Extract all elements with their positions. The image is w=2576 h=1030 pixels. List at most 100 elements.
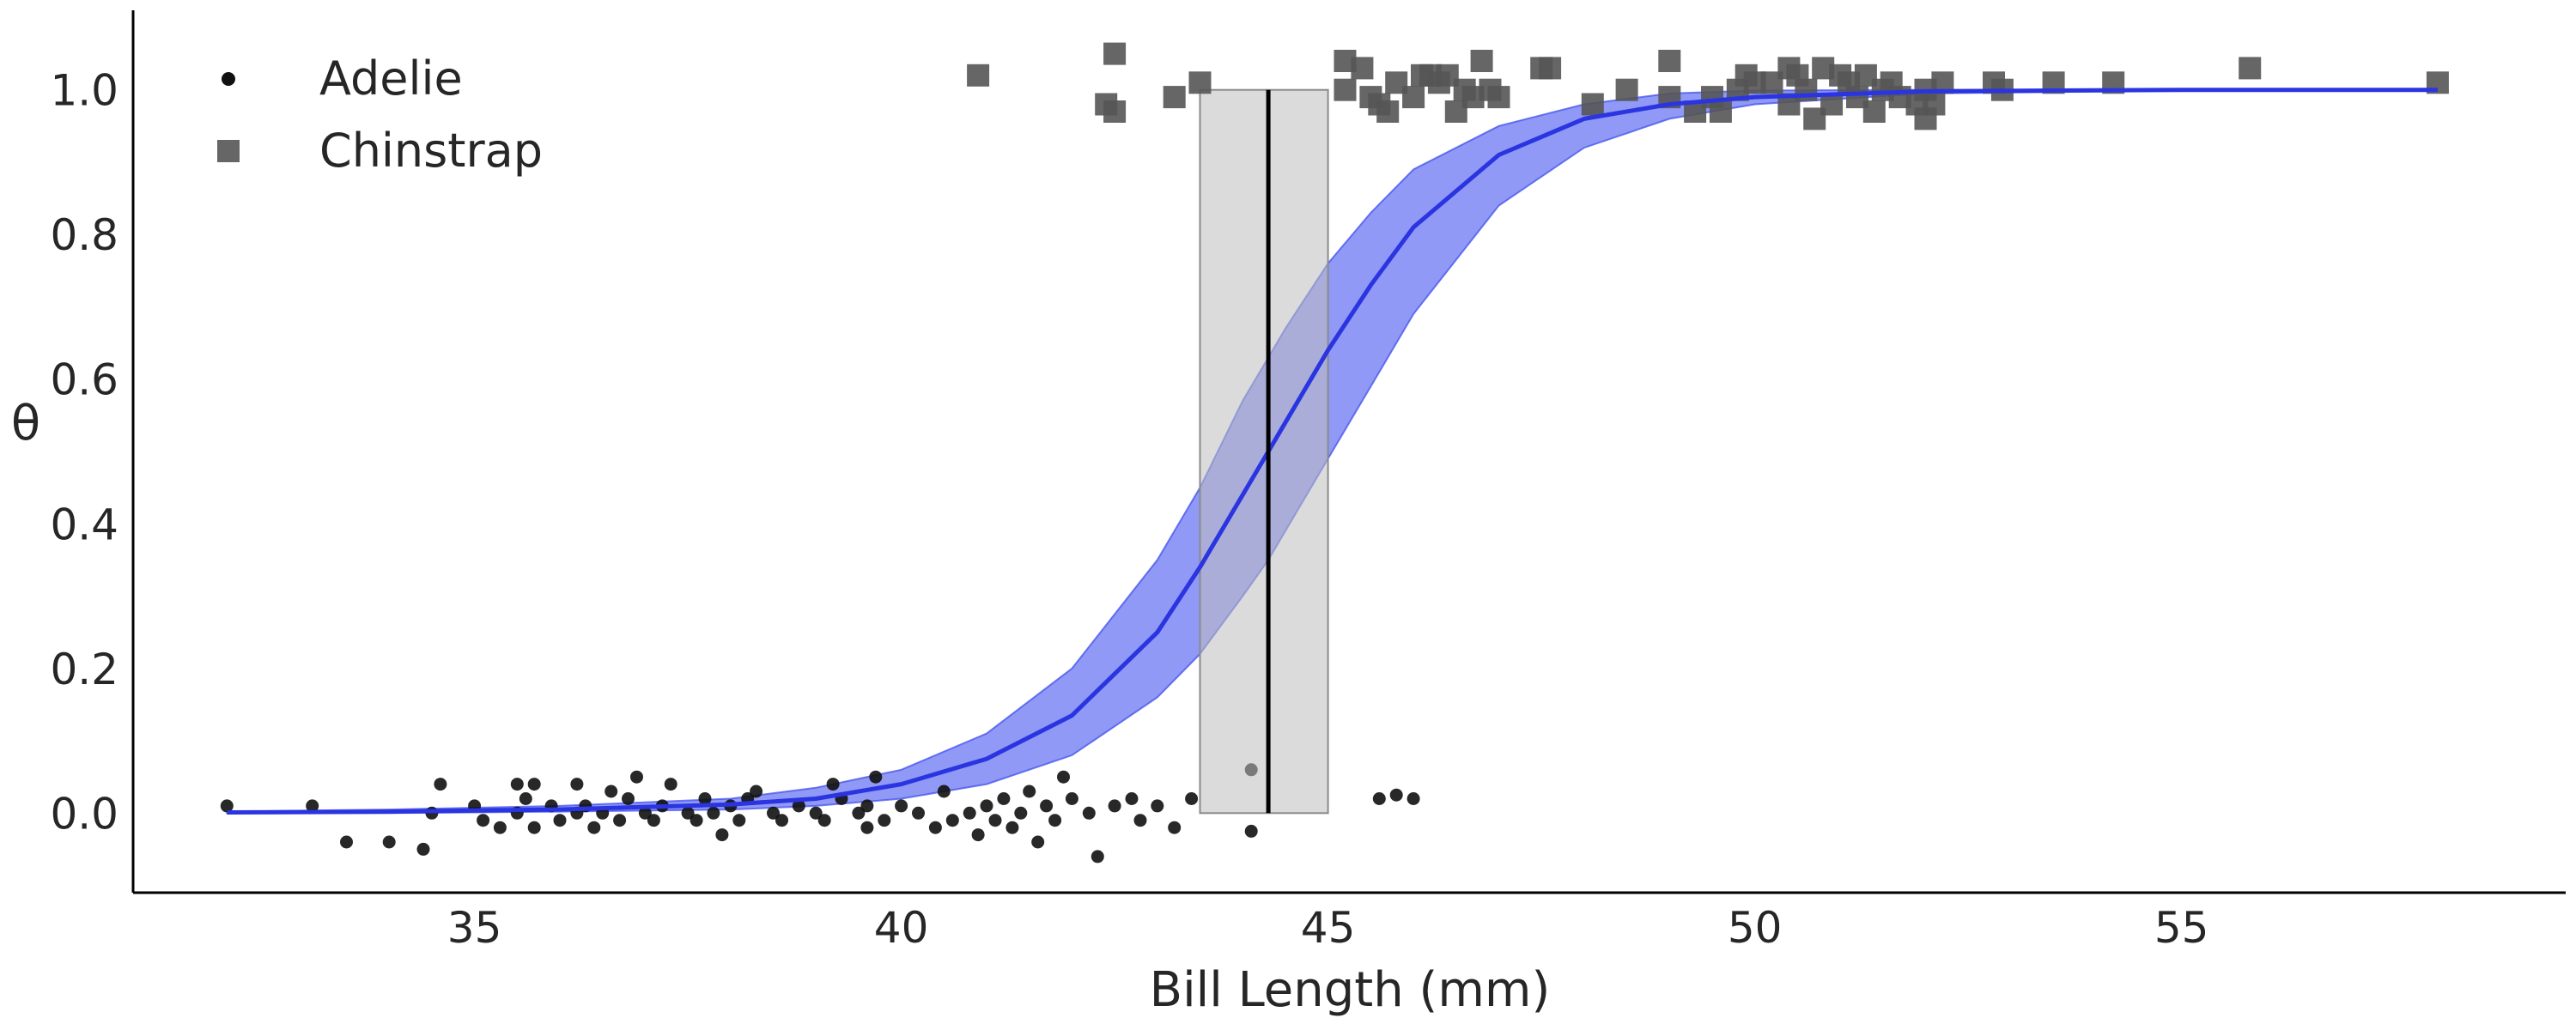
chinstrap-point bbox=[1539, 57, 1562, 80]
chinstrap-point bbox=[1402, 86, 1425, 109]
adelie-point bbox=[477, 814, 490, 827]
adelie-point bbox=[1406, 792, 1420, 805]
chinstrap-point bbox=[1334, 78, 1357, 101]
adelie-point bbox=[681, 806, 695, 820]
adelie-point bbox=[912, 806, 925, 820]
chinstrap-point bbox=[1709, 100, 1732, 123]
adelie-point bbox=[963, 806, 976, 820]
adelie-point bbox=[715, 828, 729, 842]
adelie-point bbox=[767, 806, 780, 820]
legend-marker-chinstrap-icon bbox=[217, 140, 240, 162]
adelie-point bbox=[1133, 814, 1147, 827]
adelie-point bbox=[732, 814, 746, 827]
adelie-point bbox=[613, 814, 627, 827]
adelie-point bbox=[527, 778, 541, 791]
adelie-point bbox=[527, 821, 541, 834]
adelie-point bbox=[1031, 835, 1045, 849]
adelie-point bbox=[306, 799, 319, 813]
adelie-point bbox=[1014, 806, 1028, 820]
chinstrap-point bbox=[1103, 100, 1127, 123]
adelie-point bbox=[1082, 806, 1096, 820]
adelie-point bbox=[997, 792, 1011, 805]
adelie-point bbox=[493, 821, 507, 834]
adelie-point bbox=[1125, 792, 1139, 805]
adelie-point bbox=[1389, 788, 1403, 802]
y-tick-label: 0.4 bbox=[50, 500, 118, 549]
adelie-point bbox=[664, 778, 677, 791]
legend-marker-adelie-icon bbox=[222, 72, 235, 86]
adelie-point bbox=[1040, 799, 1054, 813]
chinstrap-point bbox=[1658, 50, 1681, 72]
y-tick-label: 0.6 bbox=[50, 355, 118, 405]
adelie-point bbox=[750, 785, 763, 798]
chinstrap-point bbox=[1862, 100, 1886, 123]
adelie-point bbox=[1185, 792, 1199, 805]
adelie-point bbox=[340, 835, 353, 849]
adelie-point bbox=[928, 821, 942, 834]
adelie-point bbox=[622, 792, 635, 805]
adelie-point bbox=[1023, 785, 1036, 798]
decision-boundary-hdi bbox=[1199, 88, 1329, 815]
axes bbox=[131, 10, 2566, 894]
adelie-point bbox=[1057, 770, 1070, 784]
adelie-point bbox=[809, 806, 823, 820]
adelie-point bbox=[1091, 850, 1104, 863]
adelie-point bbox=[690, 814, 703, 827]
plot-area bbox=[220, 42, 2449, 863]
chinstrap-point bbox=[2239, 57, 2262, 80]
adelie-point bbox=[519, 792, 532, 805]
legend: Adelie Chinstrap bbox=[217, 52, 543, 178]
adelie-point bbox=[945, 814, 959, 827]
adelie-point bbox=[971, 828, 985, 842]
chinstrap-point bbox=[1615, 78, 1638, 101]
adelie-point bbox=[860, 799, 874, 813]
chinstrap-point bbox=[1376, 100, 1400, 123]
adelie-point bbox=[852, 806, 866, 820]
adelie-point bbox=[826, 778, 840, 791]
adelie-point bbox=[1244, 824, 1258, 838]
adelie-point bbox=[980, 799, 993, 813]
adelie-point bbox=[895, 799, 908, 813]
adelie-point bbox=[605, 785, 618, 798]
x-tick-labels: 35 40 45 50 55 bbox=[447, 903, 2209, 953]
y-tick-label: 0.8 bbox=[50, 210, 118, 260]
hdi-band bbox=[226, 88, 2438, 815]
chinstrap-point bbox=[1487, 86, 1510, 109]
adelie-point bbox=[434, 778, 447, 791]
chinstrap-point bbox=[1103, 42, 1127, 65]
x-tick-label: 40 bbox=[874, 903, 929, 953]
adelie-point bbox=[775, 814, 788, 827]
adelie-point bbox=[988, 814, 1002, 827]
adelie-point bbox=[510, 778, 524, 791]
adelie-point bbox=[937, 785, 951, 798]
adelie-point bbox=[570, 778, 584, 791]
adelie-point bbox=[860, 821, 874, 834]
x-axis-label: Bill Length (mm) bbox=[1150, 962, 1551, 1018]
x-tick-label: 35 bbox=[447, 903, 502, 953]
chinstrap-point bbox=[1188, 71, 1212, 94]
adelie-point bbox=[1048, 814, 1062, 827]
adelie-point bbox=[878, 814, 891, 827]
chinstrap-point bbox=[1581, 93, 1604, 116]
adelie-point bbox=[698, 792, 712, 805]
legend-label: Adelie bbox=[319, 52, 463, 106]
adelie-point bbox=[707, 806, 720, 820]
adelie-point bbox=[1108, 799, 1121, 813]
adelie-point bbox=[1151, 799, 1164, 813]
adelie-point bbox=[792, 799, 805, 813]
adelie-point bbox=[382, 835, 396, 849]
adelie-point bbox=[869, 770, 883, 784]
adelie-point bbox=[587, 821, 601, 834]
adelie-point bbox=[1005, 821, 1019, 834]
y-tick-labels: 0.0 0.2 0.4 0.6 0.8 1.0 bbox=[50, 66, 118, 839]
adelie-point bbox=[1065, 792, 1078, 805]
chinstrap-point bbox=[1351, 57, 1374, 80]
adelie-point bbox=[647, 814, 660, 827]
y-tick-label: 0.2 bbox=[50, 645, 118, 694]
adelie-point bbox=[638, 806, 652, 820]
x-tick-label: 50 bbox=[1728, 903, 1783, 953]
y-tick-label: 0.0 bbox=[50, 789, 118, 839]
chinstrap-point bbox=[1923, 93, 1946, 116]
chinstrap-point bbox=[967, 64, 990, 87]
